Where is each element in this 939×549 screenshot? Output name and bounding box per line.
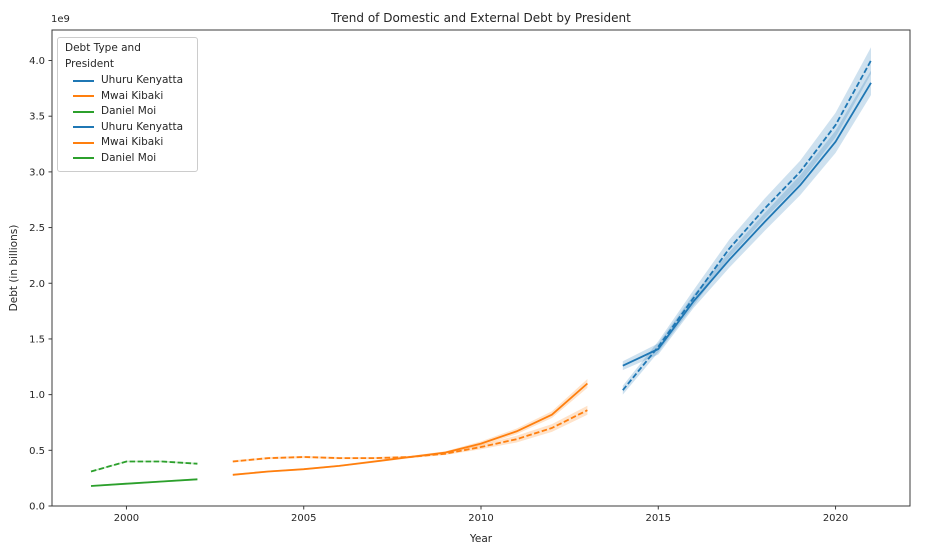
ci-band-mwai-kibaki-external bbox=[232, 405, 588, 463]
legend-item-4-mwai-kibaki: Mwai Kibaki bbox=[64, 135, 191, 151]
y-tick-label-3.5: 3.5 bbox=[29, 112, 45, 123]
legend: Debt Type and President Uhuru Kenyatta Mw… bbox=[57, 37, 198, 172]
legend-item-3-uhuru-kenyatta: Uhuru Kenyatta bbox=[64, 120, 191, 136]
series-line-uhuru-kenyatta-domestic bbox=[622, 82, 872, 367]
y-tick-label-0.0: 0.0 bbox=[29, 502, 45, 513]
series-line-daniel-moi-external bbox=[90, 460, 198, 473]
x-tick-label-2010: 2010 bbox=[468, 513, 493, 524]
legend-item-5-daniel-moi: Daniel Moi bbox=[64, 151, 191, 167]
legend-item-label: Uhuru Kenyatta bbox=[101, 74, 184, 86]
series-line-mwai-kibaki-external bbox=[232, 409, 588, 463]
series-line-daniel-moi-domestic bbox=[90, 478, 198, 487]
x-axis-label: Year bbox=[469, 533, 493, 545]
legend-line-swatch bbox=[73, 126, 94, 129]
y-tick-label-1.5: 1.5 bbox=[29, 334, 45, 345]
legend-line-swatch bbox=[73, 95, 94, 98]
legend-item-label: Uhuru Kenyatta bbox=[101, 120, 184, 133]
legend-line-swatch bbox=[73, 110, 94, 113]
legend-title: Debt Type and President bbox=[65, 42, 141, 70]
y-tick-label-0.5: 0.5 bbox=[29, 446, 45, 457]
series-line-mwai-kibaki-domestic bbox=[232, 382, 588, 476]
legend-item-1-mwai-kibaki: Mwai Kibaki bbox=[64, 89, 191, 105]
x-tick-label-2000: 2000 bbox=[114, 513, 139, 524]
x-tick-label-2015: 2015 bbox=[646, 513, 671, 524]
y-axis-offset-label: 1e9 bbox=[51, 14, 70, 25]
y-tick-label-3.0: 3.0 bbox=[29, 167, 45, 178]
ci-band-mwai-kibaki-domestic bbox=[232, 379, 588, 476]
ci-band-uhuru-kenyatta-external bbox=[622, 47, 871, 395]
x-tick-label-2020: 2020 bbox=[823, 513, 848, 524]
x-tick-label-2005: 2005 bbox=[291, 513, 316, 524]
legend-line-swatch bbox=[73, 79, 94, 82]
legend-items: Uhuru Kenyatta Mwai Kibaki Daniel Moi Uhuru… bbox=[64, 73, 191, 166]
series-line-uhuru-kenyatta-external bbox=[622, 60, 872, 391]
legend-item-0-uhuru-kenyatta: Uhuru Kenyatta bbox=[64, 73, 191, 89]
legend-item-label: Daniel Moi bbox=[101, 105, 157, 117]
legend-line-swatch bbox=[73, 141, 94, 144]
y-tick-label-1.0: 1.0 bbox=[29, 390, 45, 401]
y-tick-label-2.5: 2.5 bbox=[29, 223, 45, 234]
y-tick-label-4.0: 4.0 bbox=[29, 56, 45, 67]
chart-title: Trend of Domestic and External Debt by P… bbox=[331, 11, 631, 25]
legend-item-label: Mwai Kibaki bbox=[101, 136, 164, 148]
y-axis-label: Debt (in billions) bbox=[8, 224, 20, 312]
legend-item-label: Mwai Kibaki bbox=[101, 89, 164, 102]
legend-line-swatch bbox=[73, 157, 94, 160]
legend-item-2-daniel-moi: Daniel Moi bbox=[64, 104, 191, 120]
legend-item-label: Daniel Moi bbox=[101, 151, 157, 164]
y-tick-label-2.0: 2.0 bbox=[29, 279, 45, 290]
